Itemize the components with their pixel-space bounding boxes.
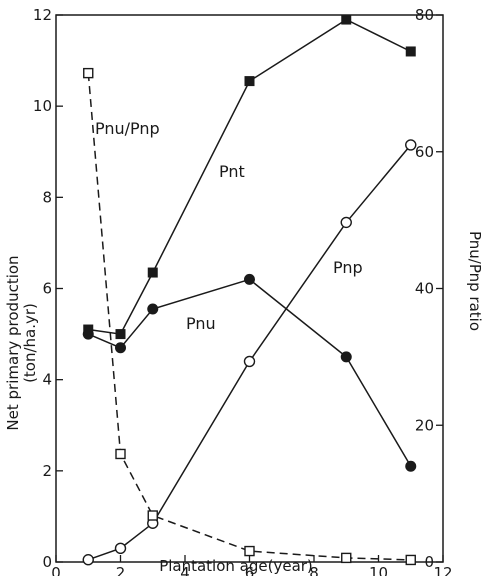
data-point-pnu-pnp	[405, 554, 416, 566]
left-y-tick-label: 6	[42, 280, 52, 298]
right-y-tick-label: 0	[424, 553, 434, 571]
series-label-pnt: Pnt	[219, 162, 245, 181]
data-point-pnu-pnp	[341, 552, 352, 564]
data-point-pnp	[114, 542, 127, 555]
x-tick-label: 6	[245, 564, 255, 576]
data-point-pnp	[243, 355, 256, 368]
data-point-pnu-pnp	[83, 67, 94, 79]
left-y-tick-label: 2	[42, 462, 52, 480]
right-y-tick-label: 20	[415, 416, 434, 434]
x-tick-label: 12	[433, 564, 452, 576]
series-line-pnp	[88, 144, 412, 561]
data-point-pnu-pnp	[244, 545, 255, 557]
data-point-pnt	[244, 76, 255, 87]
left-axis-label-line2: (ton/ha.yr)	[21, 303, 39, 383]
right-y-tick-label: 40	[415, 280, 434, 298]
x-tick-label: 0	[51, 564, 61, 576]
right-axis-label: Pnu/Pnp ratio	[466, 231, 484, 331]
left-y-tick-label: 8	[42, 188, 52, 206]
series-line-pnt	[88, 18, 412, 335]
data-point-pnt	[405, 46, 416, 57]
left-y-tick-label: 10	[33, 97, 52, 115]
series-line-pnu-pnp	[87, 73, 411, 561]
data-point-pnp	[405, 139, 417, 151]
plot-border	[55, 14, 444, 563]
plot-frame	[55, 14, 444, 563]
data-point-pnu-pnp	[115, 448, 126, 460]
series-label-pnu-pnp: Pnu/Pnp	[95, 119, 160, 138]
data-point-pnu	[244, 273, 255, 285]
left-y-tick-label: 0	[42, 553, 52, 571]
series-label-pnu: Pnu	[186, 314, 216, 333]
right-y-tick-label: 60	[415, 143, 434, 161]
data-point-pnp	[82, 554, 94, 566]
data-point-pnu-pnp	[147, 510, 158, 521]
left-axis-label-line1: Net primary production	[4, 255, 22, 430]
data-point-pnu	[340, 351, 352, 363]
left-y-tick-label: 12	[33, 6, 52, 24]
right-y-tick-label: 80	[415, 6, 434, 24]
x-tick-label: 10	[369, 564, 388, 576]
x-tick-label: 8	[309, 564, 319, 576]
left-y-tick-label: 4	[42, 371, 52, 389]
data-point-pnu	[115, 342, 126, 354]
series-group	[82, 14, 417, 566]
left-axis-label: Net primary production (ton/ha.yr)	[4, 255, 39, 430]
data-point-pnu	[147, 303, 159, 315]
series-line-pnu	[88, 278, 412, 467]
data-point-pnu	[82, 328, 94, 340]
x-tick-label: 2	[116, 564, 126, 576]
data-point-pnt	[341, 14, 352, 25]
data-point-pnp	[340, 216, 352, 229]
x-tick-label: 4	[180, 564, 190, 576]
data-point-pnt	[147, 267, 158, 278]
x-axis-label: Plantation age(year)	[159, 557, 313, 575]
series-label-pnp: Pnp	[333, 258, 363, 277]
data-point-pnt	[115, 329, 126, 340]
data-point-pnu	[405, 460, 417, 472]
